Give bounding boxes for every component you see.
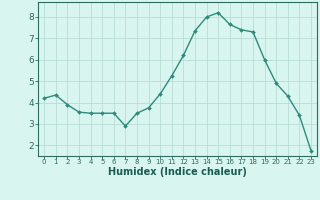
X-axis label: Humidex (Indice chaleur): Humidex (Indice chaleur) [108, 167, 247, 177]
